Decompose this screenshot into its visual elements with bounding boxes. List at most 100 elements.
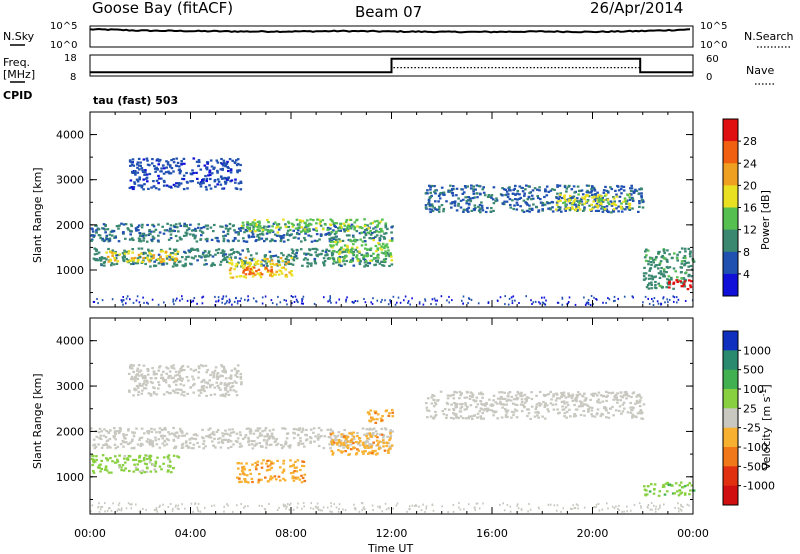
power-cell-7 — [238, 169, 241, 172]
power-cell-2 — [104, 223, 107, 227]
power-cell-7 — [200, 181, 203, 184]
velocity-speckle — [572, 504, 574, 507]
velocity-cell-5 — [498, 391, 501, 394]
power-speckle — [617, 297, 619, 300]
power-cell-7 — [136, 161, 140, 164]
power-speckle — [323, 296, 325, 299]
velocity-cell-6 — [215, 376, 219, 379]
velocity-speckle — [243, 506, 245, 509]
power-cell-7 — [203, 164, 207, 167]
power-cell-3 — [349, 218, 353, 221]
power-cell-10 — [682, 256, 686, 259]
velocity-cell-2 — [282, 469, 286, 473]
power-cell-2 — [332, 229, 335, 232]
power-speckle — [302, 295, 305, 298]
power-cell-8 — [640, 196, 643, 199]
velocity-cell-3 — [356, 448, 359, 451]
power-cell-3 — [330, 219, 334, 222]
velocity-cell-5 — [512, 398, 516, 401]
power-cell-0 — [363, 265, 366, 268]
power-cell-1 — [142, 256, 145, 260]
power-cell-8 — [617, 189, 621, 192]
power-cell-4 — [269, 263, 273, 266]
power-speckle — [214, 295, 216, 298]
velocity-speckle — [640, 505, 642, 508]
power-cell-9 — [591, 207, 594, 210]
velocity-cell-1 — [185, 444, 189, 447]
velocity-speckle — [571, 508, 573, 511]
velocity-cell-1 — [320, 429, 323, 432]
velocity-cell-2 — [237, 467, 240, 470]
velocity-cell-1 — [299, 437, 302, 440]
velocity-cell-5 — [523, 406, 526, 409]
velocity-speckle — [556, 504, 559, 507]
power-cell-0 — [269, 255, 273, 258]
velocity-cell-5 — [442, 413, 446, 416]
power-cell-0 — [359, 260, 362, 263]
power-cell-2 — [145, 240, 149, 243]
power-cell-2 — [197, 223, 201, 226]
power-cell-2 — [263, 225, 266, 228]
power-cell-0 — [291, 263, 295, 266]
power-speckle — [561, 296, 564, 299]
power-cell-7 — [192, 171, 195, 175]
power-cell-0 — [368, 262, 372, 265]
power-cell-6 — [342, 248, 345, 251]
power-cell-2 — [176, 239, 179, 242]
power-cell-0 — [390, 263, 394, 266]
power-cell-7 — [157, 177, 161, 180]
power-cell-8 — [631, 207, 634, 210]
power-cell-0 — [205, 254, 208, 257]
power-cell-8 — [481, 188, 485, 191]
velocity-speckle — [562, 507, 565, 510]
power-speckle — [392, 295, 395, 298]
velocity-cell-5 — [529, 417, 532, 420]
velocity-cell-1 — [202, 447, 205, 450]
power-speckle — [424, 299, 427, 302]
power-cell-0 — [150, 255, 153, 258]
velocity-cell-1 — [379, 433, 382, 436]
velocity-cell-5 — [590, 409, 594, 412]
velocity-cell-7 — [653, 488, 656, 491]
velocity-cell-4 — [388, 412, 391, 415]
power-cell-3 — [289, 228, 292, 232]
velocity-cell-5 — [439, 390, 443, 393]
velocity-cell-3 — [382, 439, 385, 442]
power-cell-8 — [631, 197, 635, 201]
velocity-speckle — [431, 503, 434, 506]
velocity-cell-0 — [136, 463, 139, 466]
power-cell-8 — [530, 207, 534, 210]
power-cell-0 — [190, 256, 194, 259]
velocity-cell-1 — [119, 443, 123, 446]
velocity-cell-5 — [598, 401, 602, 404]
power-cell-0 — [331, 251, 334, 254]
velocity-cell-3 — [369, 446, 373, 449]
velocity-cell-7 — [688, 482, 691, 485]
power-cell-10 — [649, 257, 652, 260]
power-cell-2 — [290, 233, 293, 236]
power-cell-7 — [182, 188, 186, 191]
power-cell-0 — [220, 251, 223, 254]
power-cell-7 — [165, 184, 169, 187]
velocity-cell-1 — [187, 446, 190, 449]
power-cell-8 — [607, 191, 610, 194]
power-cell-0 — [232, 251, 235, 255]
power-cell-4 — [271, 275, 274, 278]
velocity-cell-1 — [122, 435, 126, 438]
velocity-speckle — [650, 502, 653, 504]
power-cell-3 — [301, 229, 305, 232]
velocity-cell-1 — [224, 429, 227, 432]
velocity-cell-5 — [621, 410, 625, 413]
velocity-cell-5 — [484, 408, 487, 411]
power-cell-6 — [334, 240, 337, 244]
power-cell-3 — [304, 222, 307, 225]
power-cell-9 — [593, 195, 596, 198]
velocity-cell-0 — [145, 470, 149, 473]
power-cell-0 — [173, 249, 177, 252]
velocity-cell-0 — [123, 455, 127, 458]
velocity-speckle — [516, 504, 518, 507]
velocity-cell-5 — [560, 391, 563, 395]
velocity-cell-5 — [492, 414, 495, 417]
velocity-cell-4 — [374, 412, 377, 415]
power-cell-9 — [606, 198, 610, 201]
